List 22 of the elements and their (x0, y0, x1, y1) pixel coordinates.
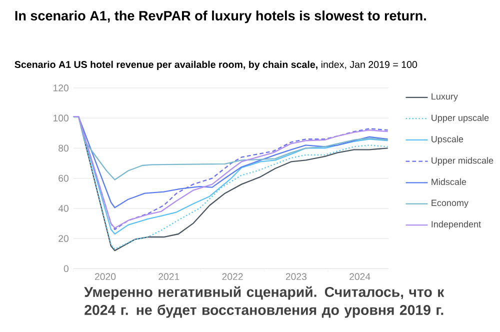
text: Умеренно негативный сценарий. Считалось, что к 2024 г. не будет восстановления до уровня 2019 г. (84, 286, 444, 318)
legend-label: Independent (432, 220, 481, 230)
x-tick-label: 2022 (222, 272, 243, 280)
chart-subtitle: Scenario A1 US hotel revenue per available room, by chain scale, index, Jan 2019 = 100 (14, 60, 418, 70)
legend-label: Midscale (432, 178, 466, 185)
y-tick-label: 60 (58, 174, 69, 182)
y-tick-label: 120 (53, 84, 69, 92)
y-tick-label: 0 (64, 265, 69, 272)
y-tick-label: 80 (58, 144, 69, 152)
x-tick-label: 2023 (286, 272, 306, 280)
y-tick-label: 20 (58, 234, 69, 242)
x-tick-label: 2020 (95, 272, 116, 280)
legend-label: Luxury (432, 93, 458, 102)
chart-title: In scenario A1, the RevPAR of luxury hotels is slowest to return. (15, 10, 426, 23)
legend-label: Upper upscale (432, 114, 489, 123)
legend-label: Upscale (432, 136, 464, 144)
legend-label: Economy (432, 200, 468, 208)
y-tick-label: 40 (58, 204, 69, 212)
legend-label: Upper midscale (432, 156, 494, 166)
y-tick-label: 100 (53, 114, 69, 122)
x-tick-label: 2024 (350, 272, 370, 280)
x-tick-label: 2021 (158, 272, 180, 280)
